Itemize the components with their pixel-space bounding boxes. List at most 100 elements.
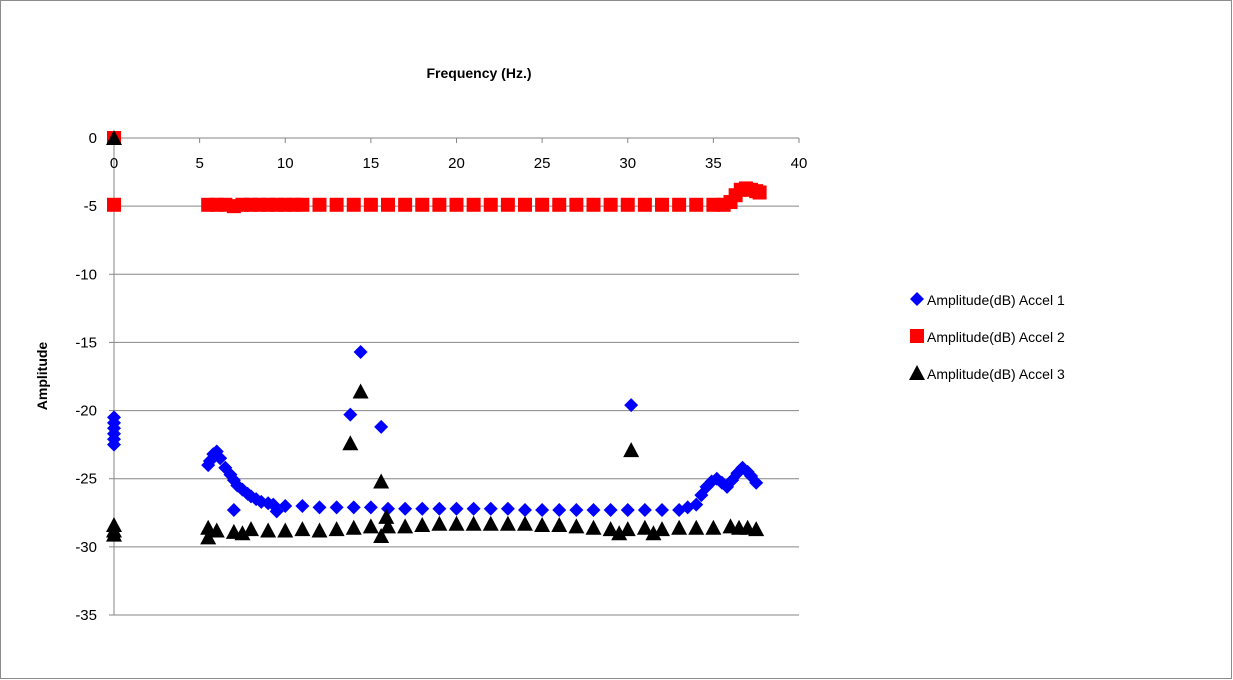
y-tick-label: -15 [75, 334, 97, 351]
y-tick-label: -20 [75, 403, 97, 420]
data-point [645, 525, 662, 541]
data-point [586, 503, 601, 518]
data-point [200, 519, 217, 535]
data-point [363, 197, 378, 212]
data-point [624, 398, 639, 413]
legend-marker [909, 365, 925, 380]
data-point [603, 197, 618, 212]
data-point [226, 503, 241, 518]
x-axis-title: Frequency (Hz.) [426, 65, 531, 81]
x-tick-label: 0 [110, 155, 118, 172]
data-marks [106, 130, 767, 545]
data-point [363, 500, 378, 515]
data-point [213, 451, 228, 466]
data-point [654, 521, 670, 537]
data-point [277, 522, 294, 538]
data-point [518, 197, 532, 212]
data-point [636, 519, 653, 535]
data-point [482, 515, 499, 531]
legend-label: Amplitude(dB) Accel 3 [927, 366, 1065, 382]
data-point [449, 501, 464, 516]
data-point [362, 518, 379, 534]
data-point [655, 503, 669, 518]
data-point [208, 522, 225, 538]
data-point [295, 498, 310, 513]
data-point [620, 503, 635, 518]
x-tick-label: 15 [363, 155, 380, 172]
data-point [705, 519, 722, 535]
data-point [551, 517, 568, 533]
data-point [518, 503, 532, 518]
data-point [328, 521, 345, 537]
data-point [200, 529, 217, 545]
data-point [672, 197, 687, 212]
data-point [414, 517, 431, 533]
data-point [500, 501, 515, 516]
data-point [312, 500, 327, 515]
data-point [465, 515, 482, 531]
data-point [586, 197, 601, 212]
legend-item: Amplitude(dB) Accel 2 [910, 329, 1065, 345]
data-point [269, 504, 284, 519]
legend: Amplitude(dB) Accel 1 Amplitude(dB) Accel… [909, 292, 1065, 382]
data-point [552, 197, 567, 212]
data-point [499, 515, 516, 531]
data-point [637, 197, 652, 212]
y-tick-label: 0 [89, 130, 97, 147]
data-point [483, 501, 498, 516]
data-point [373, 473, 390, 489]
data-point [602, 521, 619, 537]
data-point [106, 130, 122, 145]
data-point [448, 515, 465, 531]
data-point [107, 437, 121, 452]
data-point [535, 503, 550, 518]
data-point [611, 525, 628, 541]
data-point [106, 526, 122, 542]
data-point [749, 475, 764, 490]
x-tick-label: 10 [277, 155, 294, 172]
legend-label: Amplitude(dB) Accel 2 [927, 329, 1065, 345]
data-point [431, 515, 448, 531]
data-point [329, 500, 344, 515]
data-point [249, 492, 264, 507]
data-point [329, 197, 344, 212]
series-3 [106, 130, 765, 545]
y-tick-label: -10 [75, 266, 97, 283]
data-point [346, 500, 361, 515]
data-point [380, 518, 396, 534]
data-point [655, 197, 669, 212]
legend-marker [910, 292, 924, 306]
y-tick-label: -30 [75, 539, 97, 556]
data-point [342, 435, 359, 451]
data-point [311, 522, 328, 538]
data-point [260, 522, 277, 538]
series-1 [107, 344, 764, 519]
data-point [278, 498, 293, 513]
data-point [107, 197, 121, 212]
data-point [689, 497, 704, 512]
data-point [449, 197, 464, 212]
data-point [352, 383, 369, 399]
data-point [466, 501, 481, 516]
data-point [568, 518, 585, 534]
data-point [752, 185, 767, 200]
data-point [500, 197, 515, 212]
y-tick-label: -25 [75, 471, 97, 488]
data-point [294, 521, 311, 537]
data-point [381, 501, 395, 516]
data-point [374, 419, 389, 434]
y-tick-label: -35 [75, 607, 97, 624]
data-point [466, 197, 481, 212]
data-point [345, 519, 362, 535]
legend-marker [910, 329, 924, 343]
data-point [689, 197, 704, 212]
data-point [415, 501, 430, 516]
data-point [552, 503, 567, 518]
data-point [569, 503, 584, 518]
x-tick-label: 30 [619, 155, 636, 172]
data-point [585, 519, 602, 535]
legend-label: Amplitude(dB) Accel 1 [927, 292, 1065, 308]
data-point [343, 407, 358, 422]
data-point [381, 197, 395, 212]
